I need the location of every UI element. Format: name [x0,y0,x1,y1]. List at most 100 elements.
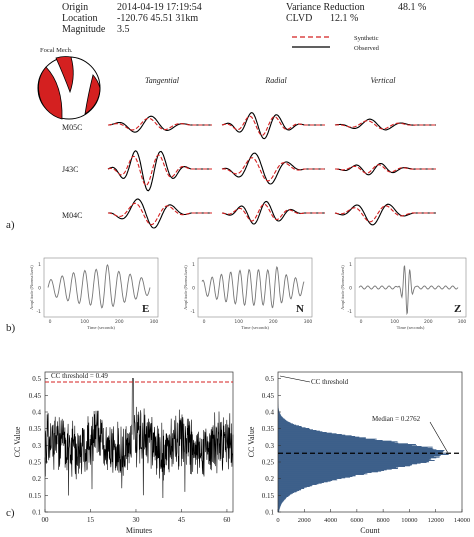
ytick-label: 0.3 [32,442,41,450]
observed-trace [108,115,212,133]
histogram-bar [278,416,283,418]
xtick-label: 100 [80,319,89,325]
histogram-bar [278,444,412,446]
histogram-bar [278,476,353,477]
xtick-label: 15 [87,516,95,524]
ytick-label: 0.15 [262,492,275,500]
histogram-bar [278,489,301,491]
histogram-bar [278,427,306,429]
histogram-bar [278,459,430,461]
xaxis-label: Count [360,526,380,535]
histogram-bar [278,430,317,431]
histogram-bar [278,448,434,450]
histogram-bar [278,488,305,489]
histogram-bar [278,502,282,504]
histogram-bar [278,443,408,445]
station-m04c: M04C [62,211,82,220]
yaxis-label: CC Value [13,426,22,457]
histogram-bar [278,423,293,425]
ytick-label: -1 [348,309,353,315]
xtick-label: 6000 [350,517,363,524]
trace-plot-n: 1 0 -1 0 100 200 300 Time (seconds) Amplitude (N… [183,257,312,330]
histogram-bar [278,495,289,497]
histogram-bar [278,460,429,462]
histogram-bar [278,470,385,471]
histogram-bar [278,444,416,445]
xtick-label: 60 [223,516,231,524]
yaxis-label: CC Value [247,426,256,457]
ytick-label: 0.1 [265,509,274,517]
xtick-label: 0 [203,319,206,325]
histogram-bar [278,486,310,487]
xtick-label: 100 [234,319,243,325]
histogram-bar [278,507,280,509]
ytick-label: 1 [349,262,352,268]
histogram-bar [278,482,322,484]
xtick-label: 14000 [454,517,470,524]
histogram-bar [278,436,360,438]
component-label: E [142,303,149,315]
histogram-bar [278,455,440,457]
ytick-label: 0.3 [265,442,274,450]
cc-timeseries-chart: 0.5 0.45 0.4 0.35 0.3 0.25 0.2 0.15 0.100 15 30 45 6… [13,371,234,535]
component-label: N [296,303,304,315]
cc-histogram-chart: 0.5 0.45 0.4 0.35 0.3 0.25 0.2 0.15 0.10 2000 4000… [247,371,470,535]
histogram-bar [278,478,342,479]
histogram-bar [278,462,427,463]
histogram-bar [278,432,332,434]
histogram-bar [278,476,351,478]
histogram-bar [278,416,282,417]
ytick-label: -1 [37,309,42,315]
histogram-bar [278,494,290,496]
histogram-bar [278,422,290,423]
threshold-label: CC threshold = 0.49 [51,372,108,380]
histogram-bar [278,490,298,492]
median-pointer [429,421,448,453]
histogram-bar [278,492,293,494]
histogram-bar [278,418,285,420]
histogram-bar [278,460,435,461]
ytick-label: 0 [38,286,41,292]
histogram-bar [278,429,313,431]
xtick-label: 30 [132,516,140,524]
histogram-bar [278,468,398,469]
histogram-bar [278,422,291,424]
histogram-bar [278,486,307,488]
histogram-bar [278,493,292,495]
histogram-bar [278,442,395,443]
histogram-bar [278,496,287,498]
histogram-bar [278,491,297,493]
histogram-bar [278,471,378,473]
synthetic-trace [335,164,436,174]
ytick-label: 0.5 [265,375,274,383]
histogram-bar [278,454,441,456]
histogram-bar [278,472,366,474]
histogram-bar [278,421,289,423]
seismic-trace [47,263,151,309]
threshold-label: CC threshold [311,378,349,386]
histogram-bar [278,442,399,444]
station-j43c: J43C [62,165,78,174]
synthetic-trace [221,115,325,136]
xtick-label: 0 [276,517,279,524]
cc-series-line [44,378,234,499]
histogram-bar [278,478,337,480]
histogram-bar [278,428,310,430]
histogram-bar [278,436,356,437]
histogram-bar [278,458,431,459]
histogram-bar [278,450,444,452]
histogram-bar [278,419,286,421]
histogram-bar [278,480,331,482]
origin-key: Origin [62,2,88,13]
histogram-bar [278,500,284,502]
histogram-bar [278,426,302,428]
xtick-label: 0 [49,319,52,325]
magnitude-key: Magnitude [62,24,106,35]
waveform-grid [107,111,436,229]
histogram-bar [278,473,368,475]
histogram-bar [278,504,281,506]
panel-a-label: a) [6,219,15,231]
location-key: Location [62,13,98,24]
histogram-bar [278,430,320,432]
